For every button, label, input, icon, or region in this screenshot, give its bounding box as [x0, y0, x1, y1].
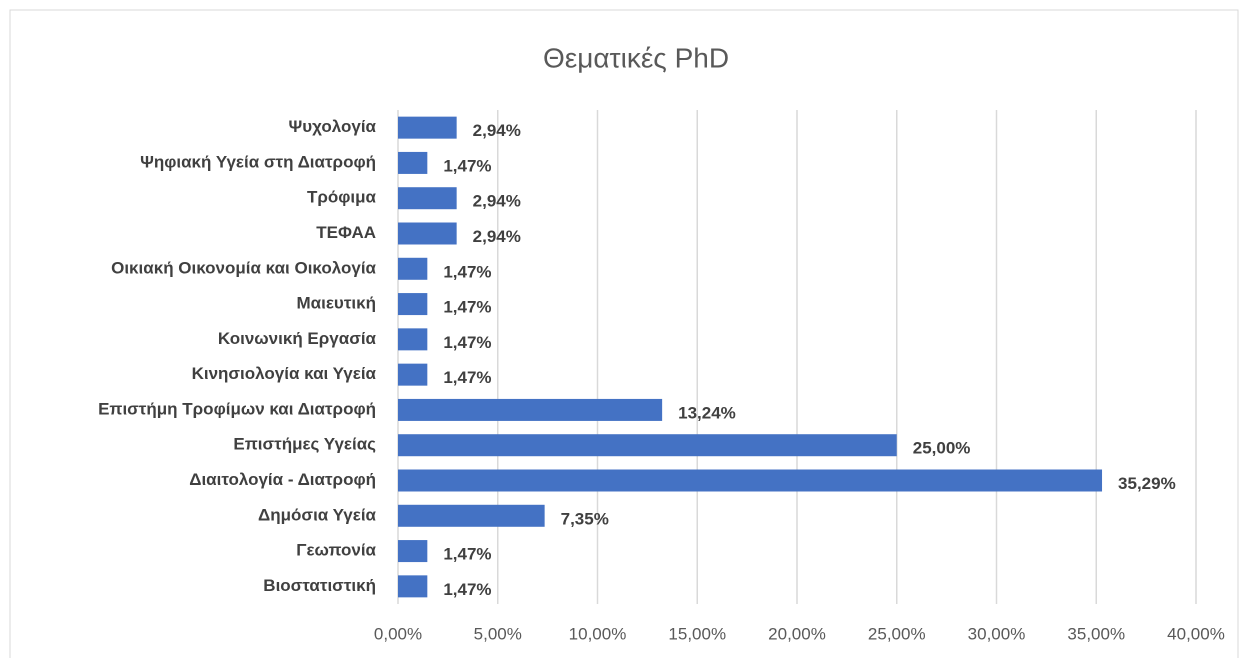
x-tick-label: 10,00% — [569, 624, 627, 643]
data-label: 25,00% — [913, 439, 971, 458]
x-tick-label: 0,00% — [374, 624, 422, 643]
y-tick-label: Κινησιολογία και Υγεία — [192, 364, 377, 383]
bar — [398, 540, 428, 563]
y-tick-label: Επιστήμη Τροφίμων και Διατροφή — [98, 399, 376, 418]
x-tick-label: 15,00% — [668, 624, 726, 643]
y-tick-label: Διαιτολογία - Διατροφή — [189, 470, 376, 489]
y-tick-label: Ψηφιακή Υγεία στη Διατροφή — [140, 152, 376, 171]
data-label: 1,47% — [443, 333, 491, 352]
data-label: 1,47% — [443, 156, 491, 175]
x-tick-label: 35,00% — [1067, 624, 1125, 643]
data-label: 1,47% — [443, 545, 491, 564]
x-tick-label: 5,00% — [474, 624, 522, 643]
bar — [398, 398, 663, 421]
y-tick-label: Κοινωνική Εργασία — [218, 329, 377, 348]
y-tick-label: Τρόφιμα — [307, 188, 377, 207]
x-tick-label: 25,00% — [868, 624, 926, 643]
data-label: 35,29% — [1118, 474, 1176, 493]
data-label: 2,94% — [473, 192, 521, 211]
bar — [398, 328, 428, 351]
y-tick-label: Ψυχολογία — [289, 117, 377, 136]
y-tick-label: Γεωπονία — [296, 541, 376, 560]
bar — [398, 504, 545, 527]
data-label: 7,35% — [561, 509, 609, 528]
bar — [398, 257, 428, 280]
bar — [398, 222, 457, 245]
y-tick-label: Οικιακή Οικονομία και Οικολογία — [111, 258, 376, 277]
chart-border — [9, 9, 1239, 658]
y-tick-label: Δημόσια Υγεία — [258, 505, 376, 524]
bar — [398, 187, 457, 210]
data-label: 1,47% — [443, 368, 491, 387]
y-tick-label: Βιοστατιστική — [263, 576, 376, 595]
x-tick-label: 20,00% — [768, 624, 826, 643]
bar — [398, 293, 428, 316]
data-label: 13,24% — [678, 403, 736, 422]
bar — [398, 151, 428, 174]
y-tick-label: Επιστήμες Υγείας — [233, 435, 376, 454]
x-tick-label: 40,00% — [1167, 624, 1225, 643]
bar — [398, 469, 1103, 492]
chart-title: Θεματικές PhD — [543, 42, 729, 73]
data-label: 1,47% — [443, 262, 491, 281]
bar — [398, 116, 457, 139]
y-tick-label: Μαιευτική — [297, 294, 376, 313]
y-tick-label: ΤΕΦΑΑ — [316, 223, 376, 242]
data-label: 1,47% — [443, 298, 491, 317]
bar — [398, 363, 428, 386]
x-tick-label: 30,00% — [968, 624, 1026, 643]
bar — [398, 575, 428, 598]
data-label: 1,47% — [443, 580, 491, 599]
data-label: 2,94% — [473, 121, 521, 140]
data-label: 2,94% — [473, 227, 521, 246]
bar — [398, 434, 897, 457]
